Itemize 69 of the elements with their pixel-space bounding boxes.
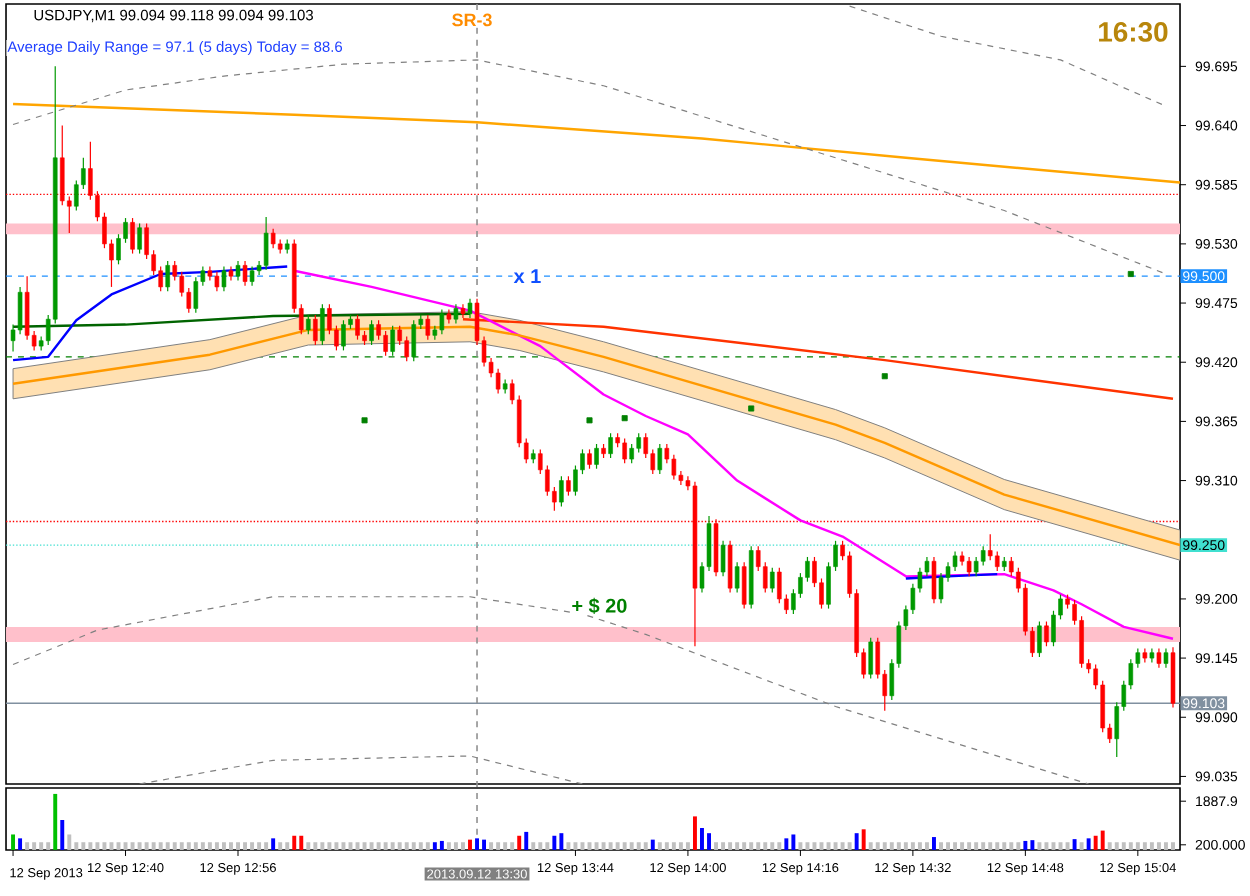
candlestick bbox=[1044, 620, 1049, 647]
point bbox=[748, 405, 755, 412]
annotation: SR-3 bbox=[452, 13, 492, 27]
point bbox=[1127, 271, 1134, 278]
candlestick bbox=[608, 432, 613, 459]
candlestick bbox=[657, 443, 663, 475]
candlestick bbox=[439, 308, 445, 335]
candlestick bbox=[1163, 647, 1169, 669]
candlestick bbox=[355, 314, 360, 341]
candlestick bbox=[994, 550, 1000, 572]
candlestick bbox=[313, 314, 318, 346]
candlestick bbox=[193, 276, 199, 314]
candlestick bbox=[467, 298, 473, 319]
candlestick bbox=[727, 540, 733, 594]
candlestick bbox=[263, 216, 269, 271]
candlestick bbox=[369, 319, 374, 346]
candlestick bbox=[671, 454, 677, 481]
line-series bbox=[11, 265, 289, 362]
annotation: + $ 20 bbox=[572, 597, 627, 615]
candlestick bbox=[320, 303, 325, 346]
candlestick bbox=[1037, 620, 1042, 658]
candlestick bbox=[931, 556, 937, 604]
candlestick bbox=[453, 303, 459, 325]
line-series bbox=[849, 5, 1167, 107]
point bbox=[586, 417, 593, 424]
candlestick bbox=[777, 567, 782, 604]
candlestick bbox=[566, 475, 571, 497]
annotation: 16:30 bbox=[1099, 22, 1168, 42]
line-series bbox=[11, 312, 472, 328]
candlestick bbox=[130, 217, 135, 255]
candlestick bbox=[460, 303, 466, 319]
candlestick bbox=[987, 533, 993, 561]
candlestick bbox=[980, 545, 986, 567]
candlestick bbox=[306, 314, 311, 335]
candlestick bbox=[221, 265, 227, 292]
point bbox=[621, 415, 628, 422]
candlestick bbox=[242, 260, 248, 287]
candlestick bbox=[559, 475, 564, 507]
candlestick bbox=[165, 260, 170, 292]
candlestick bbox=[411, 319, 417, 362]
candlestick bbox=[341, 319, 346, 351]
candlestick bbox=[770, 567, 775, 594]
candlestick bbox=[214, 271, 220, 292]
candlestick bbox=[137, 222, 142, 255]
candlestick bbox=[629, 443, 634, 464]
candlestick bbox=[734, 561, 740, 594]
point bbox=[361, 417, 368, 424]
annotation: x 1 bbox=[513, 269, 541, 284]
candlestick bbox=[622, 438, 627, 464]
candlestick bbox=[235, 260, 241, 282]
line-series bbox=[461, 317, 1175, 401]
line-series bbox=[11, 102, 1181, 184]
candlestick bbox=[383, 330, 388, 357]
candlestick bbox=[1156, 647, 1162, 669]
candlestick bbox=[587, 448, 592, 470]
line-series bbox=[12, 596, 1090, 784]
candlestick bbox=[741, 561, 747, 610]
point bbox=[881, 373, 888, 380]
candlestick bbox=[425, 314, 431, 341]
candlestick bbox=[966, 556, 972, 577]
candlestick bbox=[720, 540, 726, 577]
candlestick bbox=[636, 432, 641, 454]
candlestick bbox=[594, 443, 599, 470]
candlestick bbox=[404, 335, 409, 362]
candlestick bbox=[270, 228, 276, 249]
candlestick bbox=[390, 325, 395, 357]
candlestick bbox=[973, 556, 979, 577]
candlestick bbox=[249, 265, 255, 287]
candlestick bbox=[868, 637, 873, 680]
